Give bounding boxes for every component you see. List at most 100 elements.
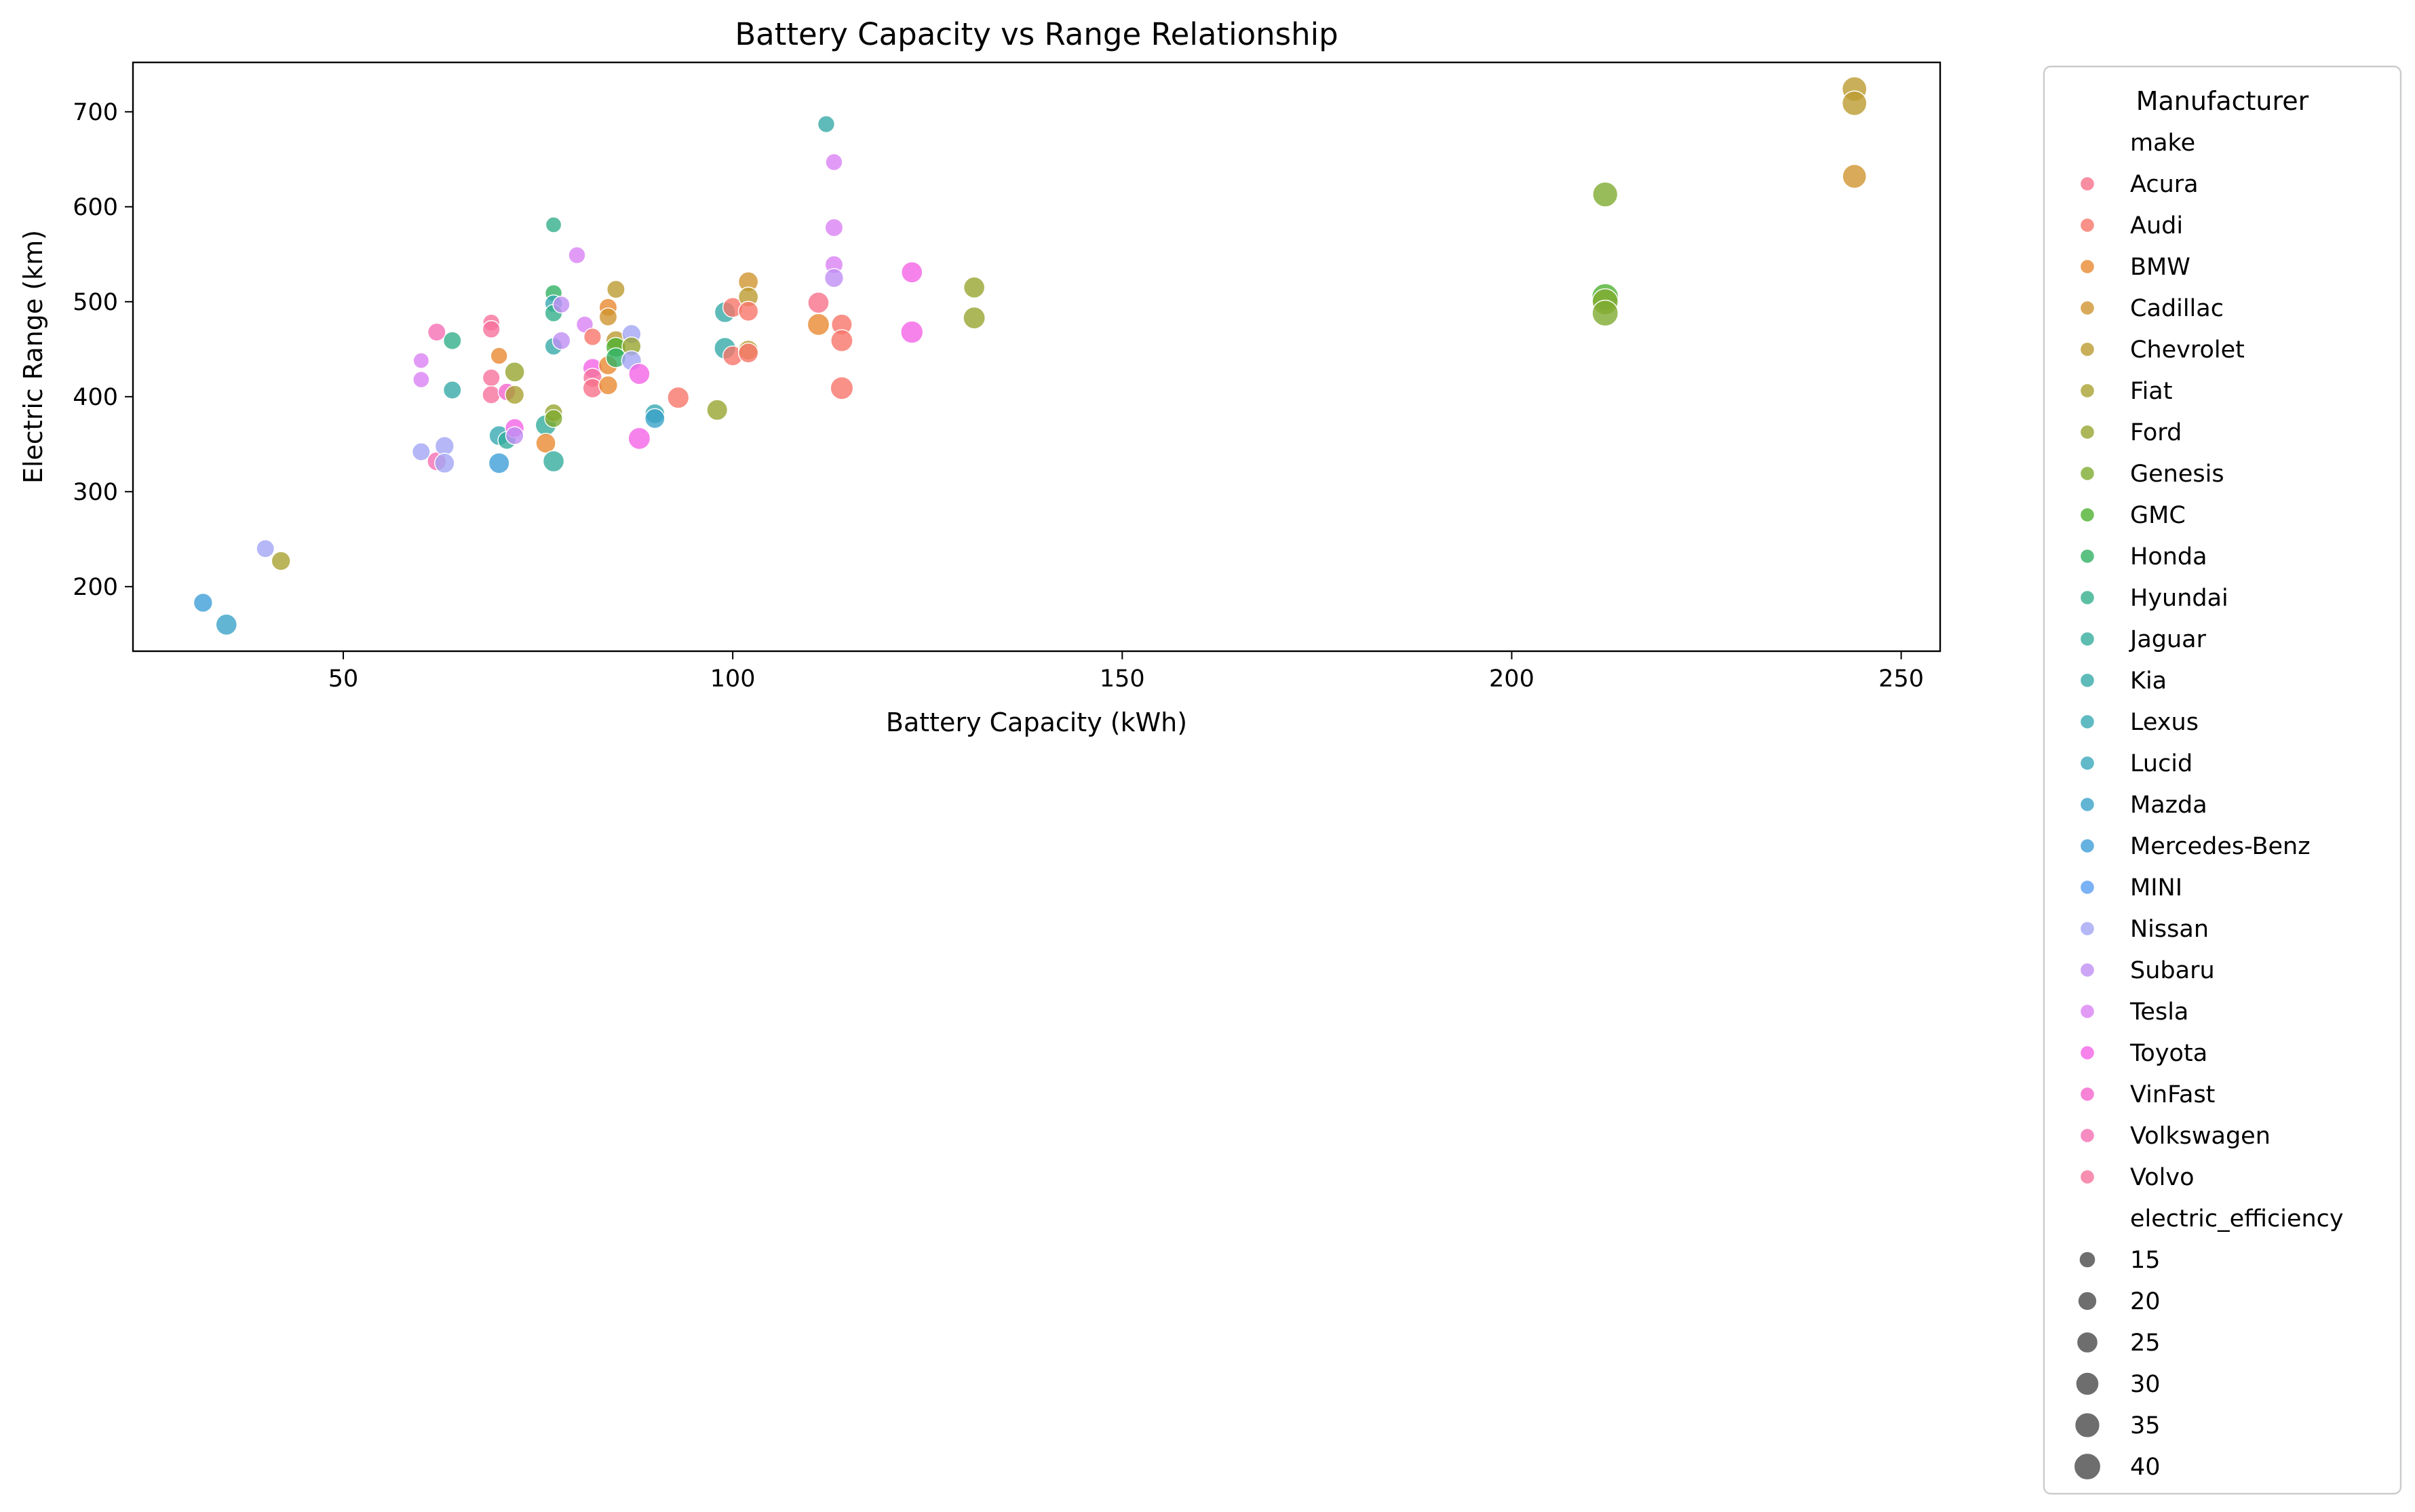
data-point — [193, 593, 213, 613]
legend-label: Jaguar — [2129, 626, 2207, 653]
data-point — [737, 343, 759, 364]
data-point — [271, 551, 291, 571]
data-point — [583, 328, 602, 347]
legend-label: BMW — [2130, 254, 2190, 281]
legend-marker — [2079, 383, 2095, 399]
legend-marker — [2079, 714, 2095, 730]
data-point — [542, 450, 565, 473]
legend-frame — [2043, 65, 2402, 1495]
x-tick-label: 250 — [1878, 665, 1924, 693]
legend-marker — [2079, 548, 2095, 564]
legend-label: Fiat — [2130, 378, 2172, 405]
data-point — [434, 452, 455, 474]
legend-marker — [2079, 962, 2095, 978]
data-point — [505, 426, 524, 446]
data-point — [830, 376, 854, 400]
data-point — [256, 539, 275, 558]
data-point — [482, 368, 501, 387]
y-tick-label: 400 — [73, 384, 118, 411]
data-point — [807, 313, 830, 336]
legend-label: Chevrolet — [2130, 336, 2245, 364]
legend-marker — [2079, 1086, 2095, 1102]
data-point — [1592, 181, 1619, 208]
legend-marker — [2079, 507, 2095, 523]
legend-size-marker — [2075, 1372, 2100, 1396]
data-point — [427, 322, 446, 342]
data-point — [434, 436, 455, 457]
y-tick-label: 200 — [73, 574, 118, 601]
legend-marker — [2079, 755, 2095, 771]
data-point — [488, 452, 510, 474]
legend: Manufacturer make Acura Audi BMW Cadillac Che… — [2043, 65, 2402, 1495]
legend-marker — [2079, 258, 2095, 275]
legend-label: Cadillac — [2130, 295, 2224, 322]
legend-label: Volvo — [2130, 1164, 2195, 1191]
data-point — [817, 115, 836, 134]
legend-label: MINI — [2130, 874, 2182, 902]
legend-marker — [2079, 1003, 2095, 1020]
data-point — [215, 613, 237, 636]
legend-title: Manufacturer — [2136, 86, 2309, 116]
data-point — [598, 307, 618, 327]
legend-label: Nissan — [2130, 916, 2209, 943]
legend-marker — [2079, 465, 2095, 482]
x-tick-label: 100 — [710, 665, 756, 693]
legend-size-marker — [2074, 1412, 2101, 1439]
legend-marker — [2079, 341, 2095, 357]
legend-marker — [2079, 1045, 2095, 1061]
axes-layer: 50 100 150 200 250 200 300 400 500 600 700 — [73, 99, 1924, 693]
y-tick-label: 300 — [73, 479, 118, 506]
data-point — [412, 352, 430, 369]
data-point — [490, 347, 508, 365]
data-point — [644, 408, 665, 429]
x-tick-label: 200 — [1489, 665, 1534, 693]
data-point — [1842, 163, 1867, 189]
x-tick-label: 50 — [328, 665, 359, 693]
data-point — [1591, 299, 1619, 327]
legend-label: Mercedes-Benz — [2130, 833, 2311, 860]
legend-label: Tesla — [2129, 999, 2188, 1026]
x-axis-label: Battery Capacity (kWh) — [886, 707, 1187, 737]
legend-size-header: electric_efficiency — [2130, 1205, 2344, 1233]
legend-size-label: 40 — [2130, 1454, 2161, 1481]
legend-hue-header: make — [2130, 130, 2195, 157]
data-point — [1841, 90, 1868, 116]
data-point — [737, 301, 759, 322]
data-point — [963, 306, 986, 330]
data-point — [442, 331, 462, 351]
legend-marker — [2079, 879, 2095, 895]
legend-size-marker — [2076, 1331, 2099, 1354]
data-point — [667, 386, 690, 409]
data-point — [824, 218, 844, 237]
data-point — [807, 292, 830, 314]
legend-size-label: 30 — [2130, 1371, 2161, 1398]
data-point — [706, 399, 729, 421]
data-point — [963, 276, 986, 298]
legend-label: GMC — [2130, 502, 2186, 529]
data-point — [900, 320, 924, 344]
legend-size-marker — [2079, 1251, 2096, 1268]
data-point — [825, 153, 843, 172]
data-point — [606, 279, 625, 299]
data-point — [505, 385, 525, 405]
legend-label: Genesis — [2130, 461, 2224, 488]
legend-marker — [2079, 589, 2095, 606]
legend-label: Volkswagen — [2130, 1123, 2271, 1150]
legend-marker — [2079, 1169, 2095, 1185]
data-point — [412, 370, 430, 389]
data-point — [552, 295, 571, 314]
data-point — [824, 268, 845, 288]
legend-items: make Acura Audi BMW Cadillac Chevrolet Fiat For… — [2073, 130, 2344, 1481]
legend-label: Lucid — [2130, 750, 2192, 777]
legend-marker — [2079, 672, 2095, 689]
legend-label: Ford — [2130, 419, 2182, 446]
data-point — [627, 427, 651, 450]
legend-label: Hyundai — [2130, 585, 2228, 612]
legend-label: Acura — [2130, 171, 2199, 198]
legend-label: Honda — [2130, 543, 2207, 570]
legend-label: VinFast — [2130, 1081, 2215, 1108]
legend-marker — [2079, 631, 2095, 647]
